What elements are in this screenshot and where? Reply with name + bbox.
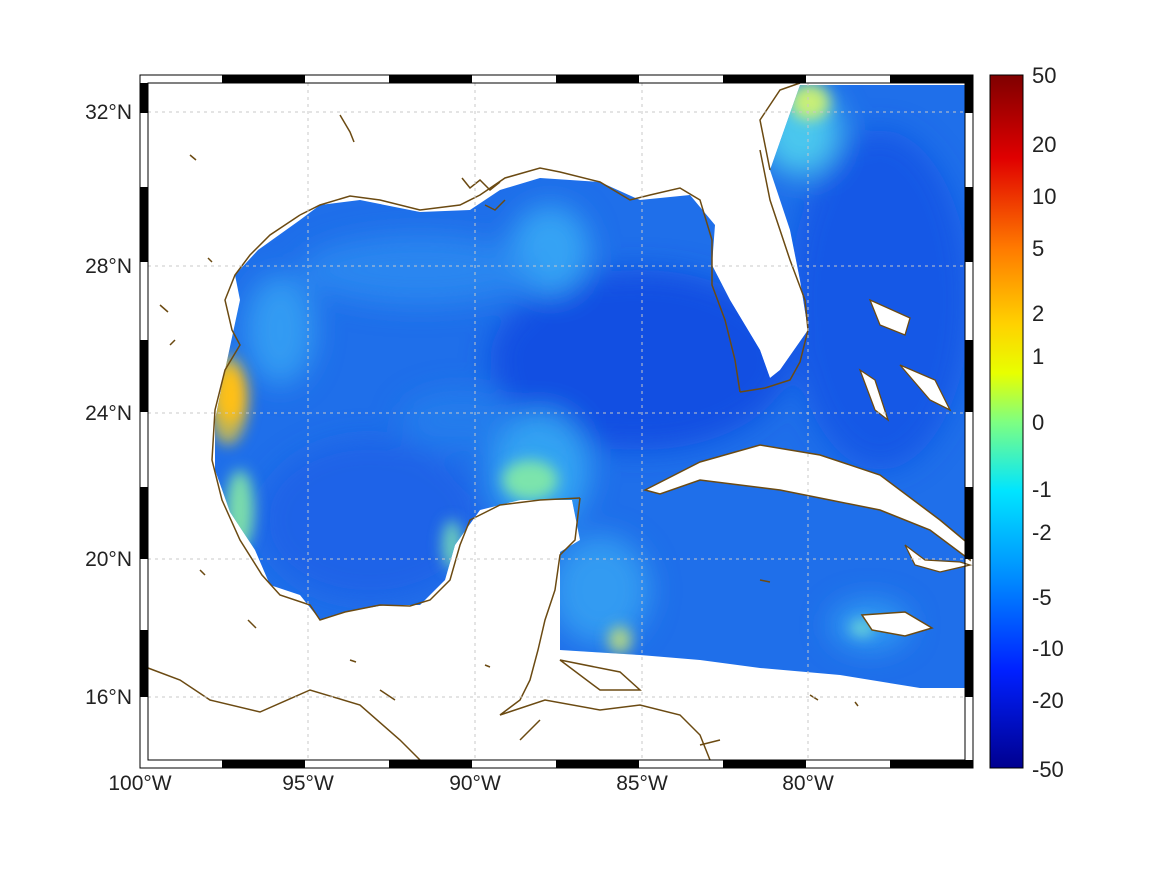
jamaica-island	[860, 611, 934, 637]
lon-tick-label: 80°W	[782, 772, 834, 795]
hispaniola-edge	[904, 544, 973, 573]
colorbar-tick-label: -50	[1032, 757, 1064, 782]
colorbar-tick-label: 1	[1032, 344, 1044, 369]
colorbar-tick-label: 5	[1032, 236, 1044, 261]
colorbar-gradient	[989, 74, 1024, 769]
islands	[642, 298, 973, 637]
colorbar: 50 20 10 5 2 1 0 -1 -2 -5 -10 -20 -50	[989, 63, 1064, 782]
lon-tick-label: 100°W	[108, 772, 171, 795]
lat-tick-label: 20°N	[85, 548, 132, 571]
latitude-labels: 32°N 28°N 24°N 20°N 16°N	[85, 101, 132, 709]
lat-tick-label: 24°N	[85, 402, 132, 425]
colorbar-tick-label: -20	[1032, 688, 1064, 713]
lat-tick-label: 28°N	[85, 255, 132, 278]
longitude-labels: 100°W 95°W 90°W 85°W 80°W	[108, 772, 834, 795]
lon-tick-label: 85°W	[616, 772, 668, 795]
colorbar-tick-label: 0	[1032, 410, 1044, 435]
colorbar-tick-label: 20	[1032, 132, 1056, 157]
lat-tick-label: 32°N	[85, 101, 132, 124]
bahamas-islands	[858, 298, 952, 422]
graticule	[148, 83, 965, 760]
colorbar-tick-label: -10	[1032, 636, 1064, 661]
lat-tick-label: 16°N	[85, 686, 132, 709]
colorbar-tick-label: 10	[1032, 184, 1056, 209]
lon-tick-label: 90°W	[449, 772, 501, 795]
colorbar-tick-label: -2	[1032, 520, 1052, 545]
colorbar-tick-label: -1	[1032, 477, 1052, 502]
lon-tick-label: 95°W	[282, 772, 334, 795]
map-axes	[139, 74, 974, 769]
cuba-island	[642, 444, 971, 562]
colorbar-tick-label: -5	[1032, 585, 1052, 610]
colorbar-tick-label: 50	[1032, 63, 1056, 88]
colorbar-tick-label: 2	[1032, 301, 1044, 326]
map-border	[139, 74, 974, 769]
coastline	[147, 82, 859, 761]
